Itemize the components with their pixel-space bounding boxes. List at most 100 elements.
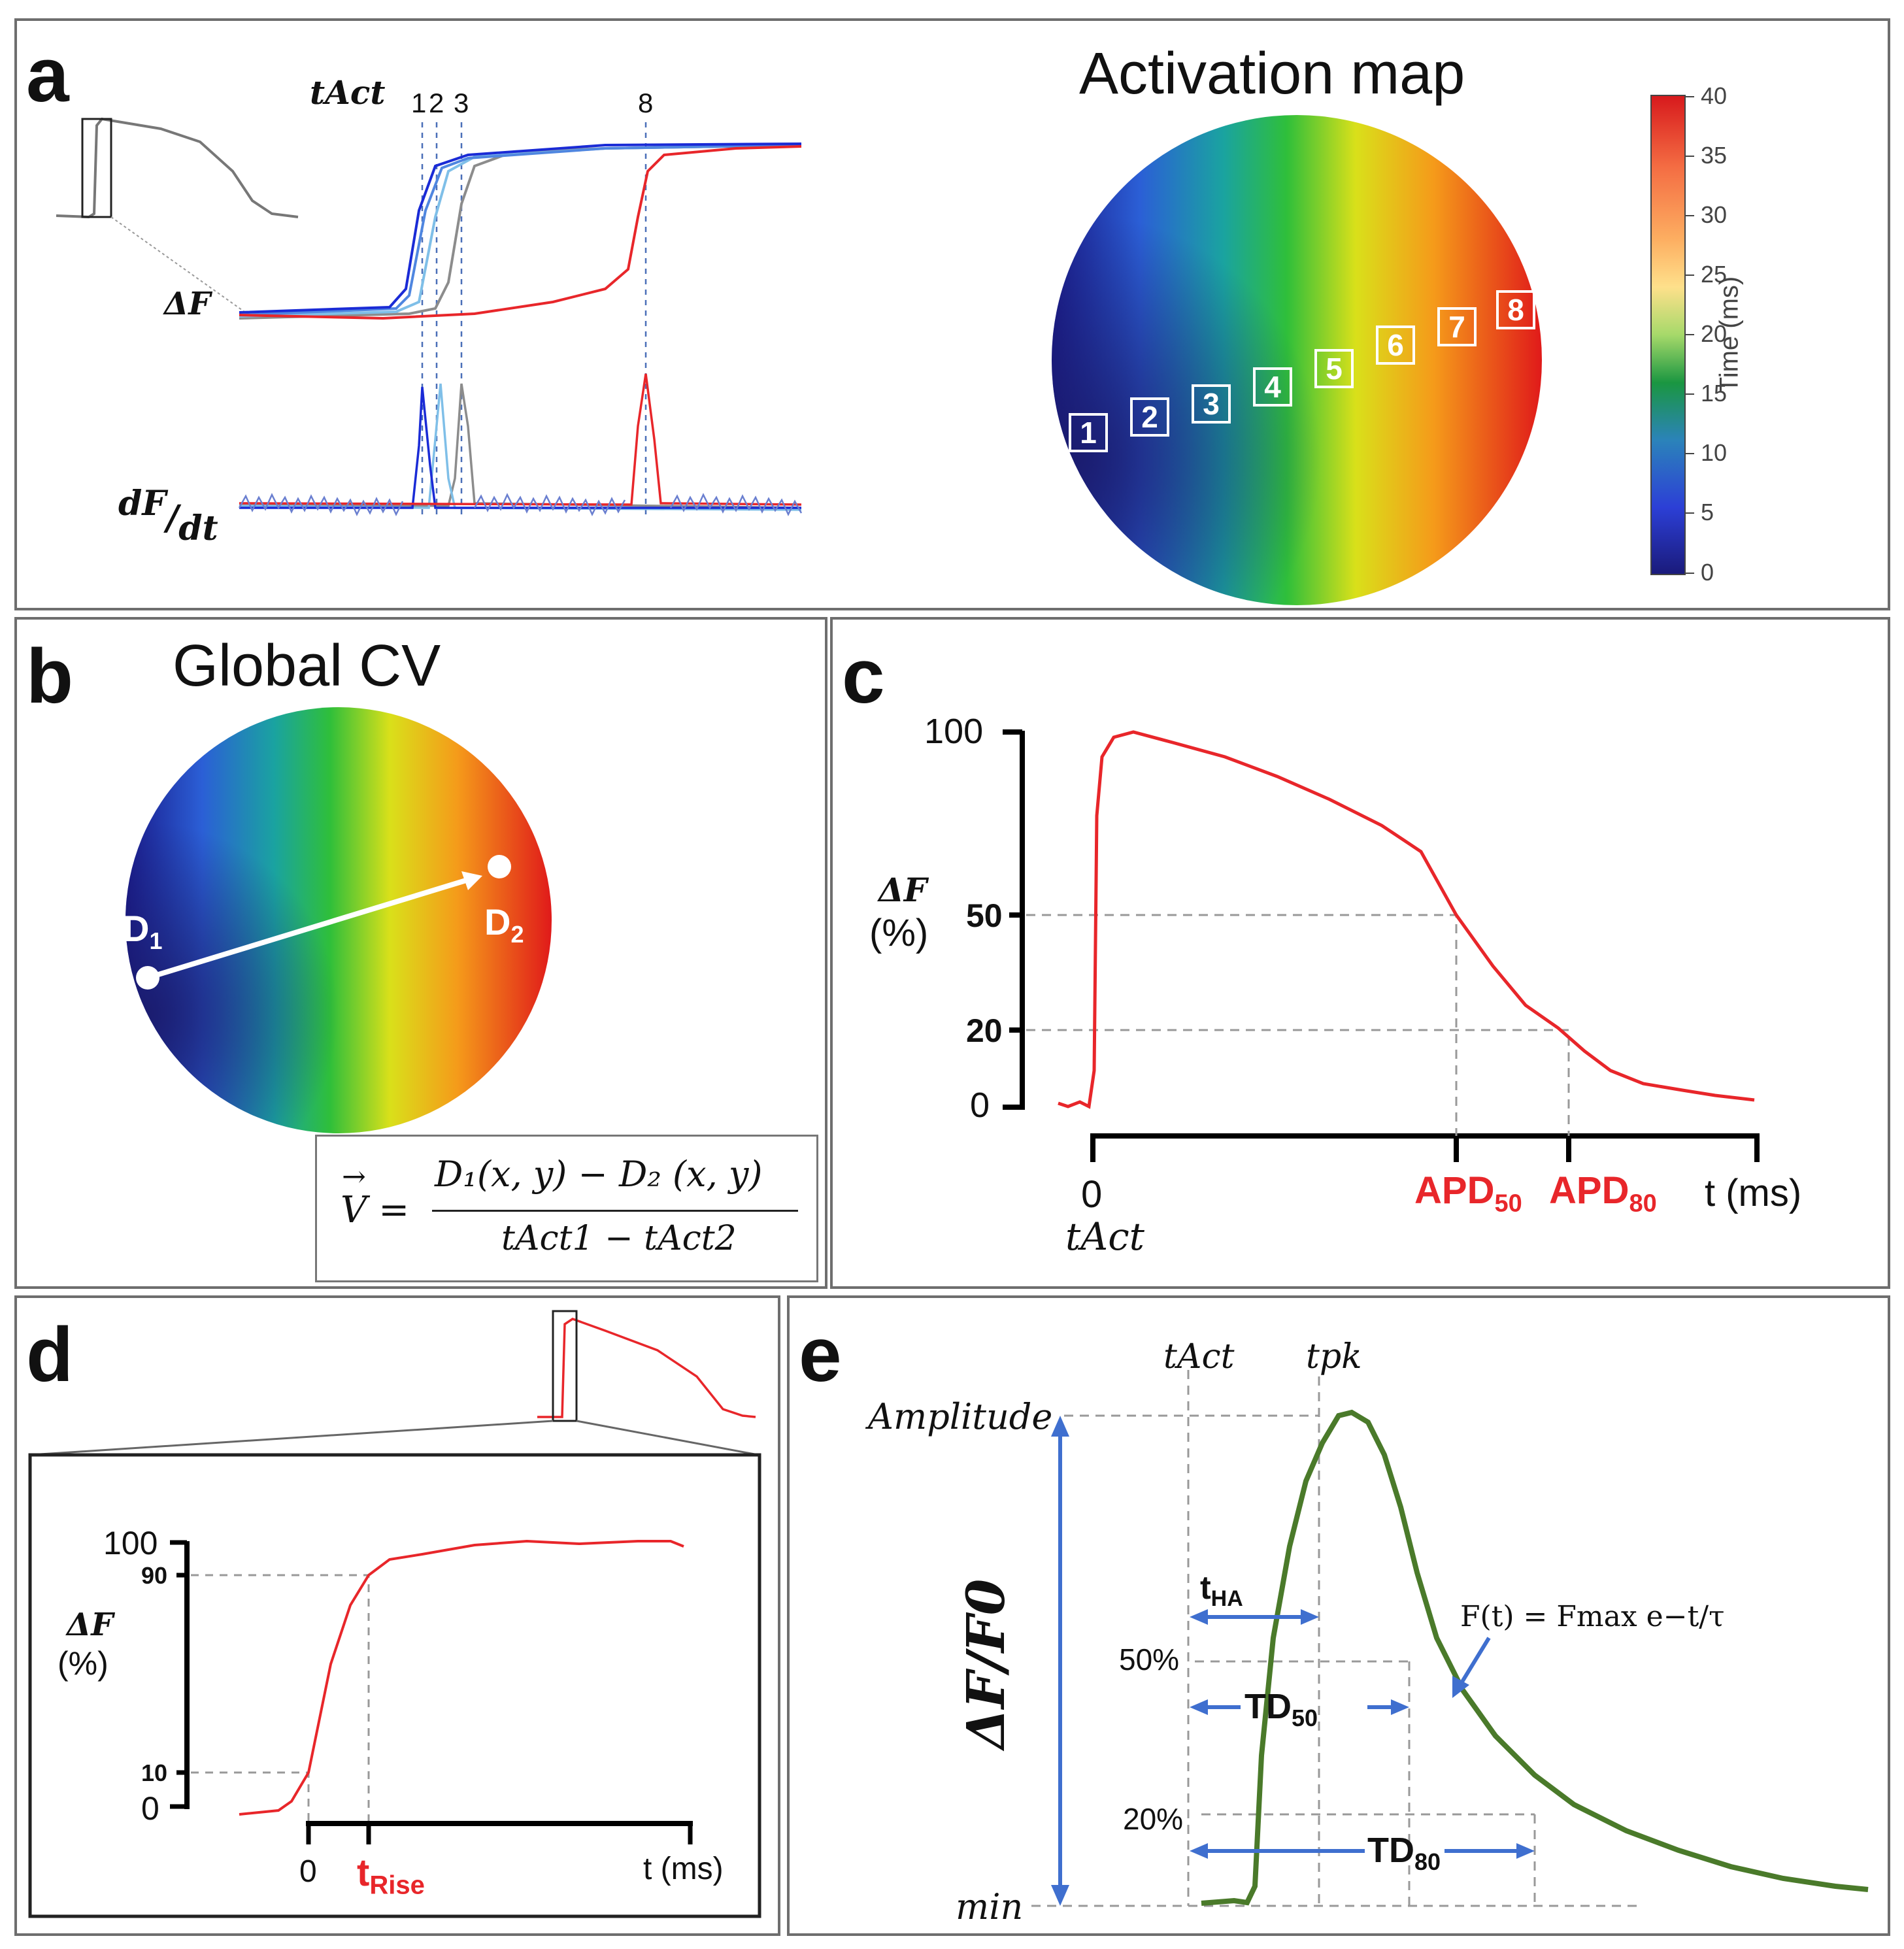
- e-y-axis-label: ΔF/F0: [955, 1578, 1016, 1750]
- e-tha-text: t: [1200, 1569, 1211, 1606]
- e-td50-text: TD: [1244, 1687, 1292, 1726]
- c-action-potential-curve: [1058, 730, 1755, 1109]
- c-x-tick-0: 0: [1081, 1173, 1103, 1216]
- dfdt-numerator: dF: [118, 484, 167, 524]
- c-apd80-text: APD: [1549, 1169, 1629, 1212]
- formula-lhs: → V =: [341, 1160, 410, 1231]
- c-x-ticks: [1090, 1136, 1760, 1162]
- zoom-line: [110, 216, 245, 312]
- c-x-tact: tAct: [1065, 1214, 1144, 1259]
- colorbar-tick-25: 25: [1701, 261, 1728, 288]
- d-y-tick-100: 100: [103, 1525, 158, 1561]
- trace-blue: [239, 142, 802, 314]
- colorbar: [1650, 95, 1686, 575]
- trace-red: [239, 145, 802, 320]
- c-guides: [1026, 914, 1570, 1136]
- colorbar-tick-0: 0: [1701, 559, 1714, 586]
- panel-d-label: d: [26, 1312, 74, 1398]
- activation-map-shade: [1052, 115, 1542, 605]
- colorbar-tick-40: 40: [1701, 82, 1728, 109]
- panel-b-graphics: [125, 707, 552, 1133]
- d-x-ticks: [306, 1824, 693, 1844]
- colorbar-tick-15: 15: [1701, 380, 1728, 407]
- panel-b: b Global CV D 1 D2 → V = D₁(x, y) − D₂ (x…: [14, 617, 827, 1289]
- dfdt-lightblue: [239, 383, 802, 511]
- formula-v: V: [341, 1189, 367, 1231]
- panel-b-label: b: [26, 633, 74, 720]
- point-d1-sub: 1: [149, 927, 163, 955]
- d-guides: [191, 1574, 370, 1821]
- delta-f-label: ΔF: [164, 286, 211, 322]
- point-d2-label: D2: [484, 901, 524, 948]
- d-y-tick-10: 10: [141, 1759, 168, 1786]
- trace-tick-1: 1: [411, 88, 427, 118]
- panel-d: d ΔF (%) 100 90 10 0 0 tRise t (ms): [14, 1295, 780, 1936]
- dfdt-blue: [239, 386, 801, 509]
- activation-map-title: Activation map: [1079, 41, 1465, 107]
- d-t-rise-label: tRise: [357, 1851, 425, 1901]
- panel-c-graphics: [1003, 729, 1760, 1162]
- colorbar-title: Time (ms): [1714, 276, 1744, 393]
- e-td80-arrow: [1190, 1843, 1535, 1859]
- d-t-rise-text: t: [357, 1852, 370, 1894]
- panel-e-label: e: [799, 1312, 842, 1398]
- e-tha-sub: HA: [1211, 1586, 1243, 1611]
- point-d2: [488, 855, 511, 878]
- cv-formula-box: → V = D₁(x, y) − D₂ (x, y) tAct1 − tAct2: [315, 1135, 818, 1282]
- panel-c-label: c: [842, 633, 885, 720]
- panel-a: a: [14, 18, 1890, 610]
- e-t-act-label: tAct: [1163, 1337, 1235, 1376]
- d-y-tick-90: 90: [141, 1562, 168, 1589]
- panel-a-label: a: [26, 32, 69, 118]
- map-marker-8: 8: [1496, 290, 1535, 329]
- formula-denominator: tAct1 − tAct2: [501, 1219, 737, 1258]
- cv-vector-line: [146, 875, 476, 980]
- map-marker-5: 5: [1314, 349, 1354, 388]
- colorbar-tick-30: 30: [1701, 201, 1728, 228]
- e-td50-label: TD50: [1244, 1686, 1318, 1732]
- thumbnail-zoom-box: [81, 118, 112, 218]
- colorbar-tick-20: 20: [1701, 320, 1728, 347]
- d-zoom-frame: [28, 1453, 761, 1918]
- e-td80-sub: 80: [1414, 1848, 1441, 1875]
- d-zoom-line-left: [29, 1420, 554, 1456]
- c-y-tick-0: 0: [970, 1086, 990, 1125]
- cv-vector-arrowhead: [461, 871, 482, 890]
- d-x-tick-0: 0: [299, 1854, 317, 1889]
- e-t-pk-label: tpk: [1306, 1337, 1362, 1376]
- point-d2-sub: 2: [510, 921, 524, 948]
- e-fit-formula: F(t) = Fmax e−t/τ: [1460, 1600, 1725, 1633]
- c-y-tick-100: 100: [924, 712, 984, 751]
- activation-markers: [421, 122, 647, 518]
- map-marker-7: 7: [1437, 307, 1477, 346]
- colorbar-tick-35: 35: [1701, 142, 1728, 169]
- c-apd50-text: APD: [1414, 1169, 1495, 1212]
- trace-tick-3: 3: [454, 88, 469, 118]
- trace-lightblue: [239, 144, 802, 318]
- colorbar-ticks: [1685, 96, 1694, 574]
- point-d2-letter: D: [484, 901, 511, 942]
- d-thumbnail-trace: [537, 1318, 756, 1418]
- e-min-label: min: [956, 1886, 1024, 1927]
- dfdt-red: [239, 373, 802, 506]
- e-td80-text: TD: [1367, 1831, 1414, 1870]
- d-thumbnail-zoom-box: [552, 1310, 578, 1422]
- trace-tick-8: 8: [638, 88, 654, 118]
- c-apd50-label: APD50: [1414, 1169, 1522, 1218]
- d-y-unit: (%): [58, 1645, 109, 1682]
- map-marker-3: 3: [1192, 384, 1231, 424]
- trace-gray: [239, 144, 802, 320]
- formula-fraction-bar: [432, 1210, 798, 1212]
- point-d1: [136, 966, 159, 990]
- c-apd80-sub: 80: [1629, 1190, 1657, 1218]
- d-y-label: ΔF: [67, 1607, 114, 1643]
- t-act-label: tAct: [310, 73, 386, 112]
- global-cv-title: Global CV: [173, 633, 441, 699]
- c-y-ticks: [1003, 729, 1022, 1110]
- colorbar-tick-5: 5: [1701, 499, 1714, 525]
- e-fit-pointer: [1452, 1637, 1491, 1698]
- map-marker-6: 6: [1376, 325, 1415, 365]
- e-td50-arrow: [1190, 1699, 1409, 1715]
- e-amplitude-label: Amplitude: [868, 1396, 1053, 1437]
- dfdt-noise: [238, 493, 803, 516]
